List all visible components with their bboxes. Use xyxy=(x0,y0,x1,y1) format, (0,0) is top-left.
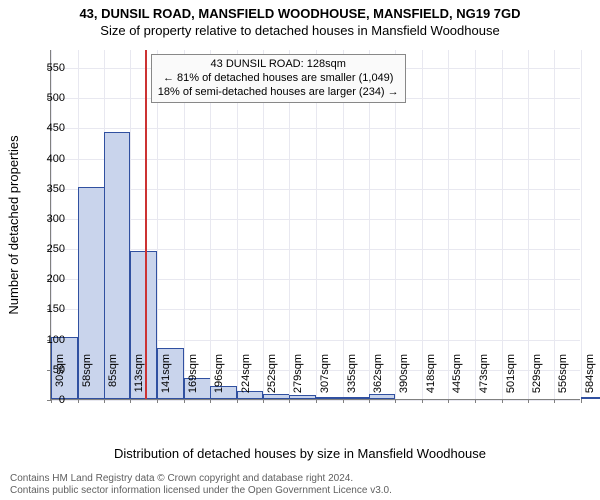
xtick-mark xyxy=(104,399,105,403)
gridline-v xyxy=(422,50,423,399)
histogram-bar xyxy=(263,394,290,399)
xtick-label: 335sqm xyxy=(346,354,358,393)
xtick-mark xyxy=(184,399,185,403)
gridline-v xyxy=(581,50,582,399)
ytick-label: 400 xyxy=(25,153,65,165)
xtick-mark xyxy=(448,399,449,403)
histogram-bar xyxy=(343,397,370,399)
xtick-mark xyxy=(130,399,131,403)
x-axis-label: Distribution of detached houses by size … xyxy=(0,446,600,461)
gridline-v xyxy=(475,50,476,399)
histogram-bar xyxy=(581,397,600,399)
ytick-label: 300 xyxy=(25,213,65,225)
xtick-mark xyxy=(263,399,264,403)
xtick-label: 473sqm xyxy=(478,354,490,393)
callout-line1: 43 DUNSIL ROAD: 128sqm xyxy=(158,58,399,72)
chart-title: 43, DUNSIL ROAD, MANSFIELD WOODHOUSE, MA… xyxy=(0,0,600,21)
gridline-v xyxy=(448,50,449,399)
chart-subtitle: Size of property relative to detached ho… xyxy=(0,21,600,38)
ytick-label: 100 xyxy=(25,334,65,346)
xtick-label: 58sqm xyxy=(81,354,93,387)
plot-area: 43 DUNSIL ROAD: 128sqm← 81% of detached … xyxy=(50,50,580,400)
footer-line-1: Contains HM Land Registry data © Crown c… xyxy=(10,473,392,485)
xtick-label: 390sqm xyxy=(398,354,410,393)
ytick-label: 450 xyxy=(25,122,65,134)
gridline-v xyxy=(502,50,503,399)
xtick-mark xyxy=(581,399,582,403)
xtick-label: 169sqm xyxy=(187,354,199,393)
xtick-label: 252sqm xyxy=(266,354,278,393)
xtick-label: 418sqm xyxy=(425,354,437,393)
xtick-label: 196sqm xyxy=(213,354,225,393)
footer-attribution: Contains HM Land Registry data © Crown c… xyxy=(10,473,392,497)
xtick-label: 113sqm xyxy=(133,354,145,392)
ytick-label: 250 xyxy=(25,243,65,255)
footer-line-2: Contains public sector information licen… xyxy=(10,485,392,497)
xtick-mark xyxy=(78,399,79,403)
xtick-label: 362sqm xyxy=(372,354,384,393)
xtick-mark xyxy=(237,399,238,403)
ytick-label: 150 xyxy=(25,303,65,315)
gridline-v xyxy=(554,50,555,399)
xtick-label: 445sqm xyxy=(451,354,463,393)
xtick-label: 501sqm xyxy=(505,354,517,393)
xtick-mark xyxy=(528,399,529,403)
gridline-v xyxy=(528,50,529,399)
xtick-label: 141sqm xyxy=(160,354,172,393)
callout-line2: ← 81% of detached houses are smaller (1,… xyxy=(158,72,399,86)
xtick-mark xyxy=(502,399,503,403)
xtick-mark xyxy=(369,399,370,403)
callout-line3: 18% of semi-detached houses are larger (… xyxy=(158,86,399,100)
xtick-label: 307sqm xyxy=(319,354,331,393)
xtick-label: 85sqm xyxy=(107,354,119,387)
ytick-label: 350 xyxy=(25,183,65,195)
reference-line xyxy=(145,50,147,399)
xtick-label: 224sqm xyxy=(240,354,252,393)
histogram-bar xyxy=(316,397,343,399)
y-axis-label: Number of detached properties xyxy=(6,135,21,314)
ytick-label: 550 xyxy=(25,62,65,74)
xtick-label: 529sqm xyxy=(531,354,543,393)
xtick-mark xyxy=(475,399,476,403)
xtick-label: 556sqm xyxy=(557,354,569,393)
xtick-label: 279sqm xyxy=(292,354,304,393)
ytick-label: 200 xyxy=(25,273,65,285)
ytick-label: 0 xyxy=(25,394,65,406)
xtick-mark xyxy=(422,399,423,403)
callout-box: 43 DUNSIL ROAD: 128sqm← 81% of detached … xyxy=(151,54,406,103)
xtick-mark xyxy=(395,399,396,403)
ytick-label: 500 xyxy=(25,92,65,104)
xtick-mark xyxy=(554,399,555,403)
histogram-bar xyxy=(369,394,396,399)
xtick-label: 30sqm xyxy=(54,354,66,387)
xtick-label: 584sqm xyxy=(584,354,596,393)
xtick-mark xyxy=(289,399,290,403)
xtick-mark xyxy=(157,399,158,403)
histogram-bar xyxy=(289,395,316,399)
chart-area: 43 DUNSIL ROAD: 128sqm← 81% of detached … xyxy=(50,50,580,400)
xtick-mark xyxy=(210,399,211,403)
xtick-mark xyxy=(343,399,344,403)
xtick-mark xyxy=(316,399,317,403)
